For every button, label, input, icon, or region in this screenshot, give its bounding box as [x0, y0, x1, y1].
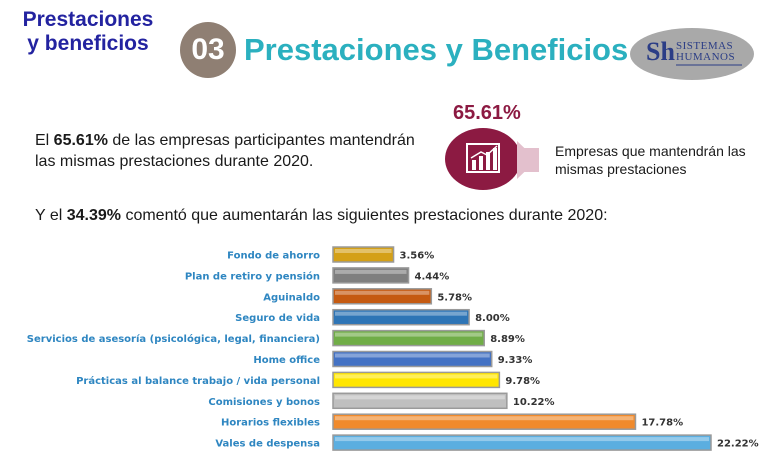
- bar-value-label: 17.78%: [641, 418, 683, 429]
- bar-highlight: [335, 332, 483, 337]
- bar-label: Aguinaldo: [263, 292, 320, 303]
- increase-percent: 34.39%: [66, 207, 121, 224]
- bar-value-label: 4.44%: [415, 271, 450, 282]
- bar-value-label: 9.33%: [498, 355, 533, 366]
- logo-text: SISTEMAS HUMANOS: [676, 41, 735, 63]
- bar-highlight: [335, 374, 498, 379]
- stat-caption: Empresas que mantendrán las mismas prest…: [555, 143, 746, 177]
- bar-label: Comisiones y bonos: [208, 397, 320, 408]
- increase-prefix: Y el: [35, 207, 67, 224]
- bar-highlight: [335, 269, 407, 274]
- bar: [332, 288, 433, 305]
- bar-label: Vales de despensa: [215, 439, 320, 450]
- bar: [332, 246, 395, 263]
- bar-label: Horarios flexibles: [221, 418, 320, 429]
- bar: [332, 371, 501, 389]
- logo-text-line2: HUMANOS: [676, 51, 736, 63]
- bar-value-label: 8.00%: [475, 313, 510, 324]
- bar: [332, 434, 712, 451]
- sistemas-humanos-logo: Sh SISTEMAS HUMANOS: [630, 28, 754, 80]
- logo-mark: Sh: [646, 37, 675, 66]
- bar-highlight: [335, 353, 490, 358]
- stat-arrow: [517, 141, 537, 179]
- bar-highlight: [335, 249, 392, 253]
- bar-value-label: 10.22%: [513, 397, 555, 408]
- intro-percent: 65.61%: [53, 132, 108, 149]
- bar-value-label: 9.78%: [505, 376, 540, 387]
- bar-label: Servicios de asesoría (psicológica, lega…: [27, 333, 320, 345]
- bar-value-label: 3.56%: [400, 251, 435, 262]
- bar-label: Seguro de vida: [235, 313, 320, 324]
- page-title: Prestaciones y Beneficios: [244, 32, 629, 67]
- logo-underline: [676, 64, 742, 66]
- intro-suffix: de las empresas participantes mantendrán…: [35, 132, 415, 170]
- bar-value-label: 5.78%: [437, 292, 472, 303]
- bar-highlight: [335, 416, 634, 421]
- bar-label: Home office: [253, 355, 320, 366]
- bar-highlight: [335, 311, 468, 316]
- increase-statement: Y el 34.39% comentó que aumentarán las s…: [35, 206, 755, 226]
- intro-paragraph: El 65.61% de las empresas participantes …: [35, 130, 435, 172]
- bar: [332, 413, 637, 430]
- stat-circle: [445, 128, 521, 190]
- bar: [332, 267, 410, 284]
- intro-prefix: El: [35, 132, 54, 149]
- bar: [332, 329, 485, 347]
- section-number-badge: 03: [180, 22, 236, 78]
- logo-text-line1: SISTEMAS: [676, 40, 734, 52]
- bar-chart-growth-icon: [466, 143, 500, 173]
- bar-value-label: 8.89%: [490, 334, 525, 345]
- corner-title-line1: Prestaciones: [22, 8, 154, 31]
- bar-label: Fondo de ahorro: [227, 251, 320, 262]
- corner-title: Prestaciones y beneficios: [8, 8, 168, 56]
- bar-label: Plan de retiro y pensión: [185, 270, 320, 282]
- bar-highlight: [335, 437, 709, 442]
- benefits-bar-chart: Fondo de ahorro 3.56% Plan de retiro y pen…: [27, 246, 759, 451]
- stat-value: 65.61%: [453, 102, 521, 124]
- bar: [332, 308, 470, 326]
- bar-label: Prácticas al balance trabajo / vida pers…: [76, 375, 320, 387]
- increase-suffix: comentó que aumentarán las siguientes pr…: [121, 207, 608, 224]
- bar: [332, 350, 493, 368]
- bar: [332, 392, 508, 410]
- bar-highlight: [335, 290, 430, 295]
- bar-highlight: [335, 395, 505, 400]
- corner-title-line2: y beneficios: [27, 32, 149, 55]
- bar-value-label: 22.22%: [717, 439, 759, 450]
